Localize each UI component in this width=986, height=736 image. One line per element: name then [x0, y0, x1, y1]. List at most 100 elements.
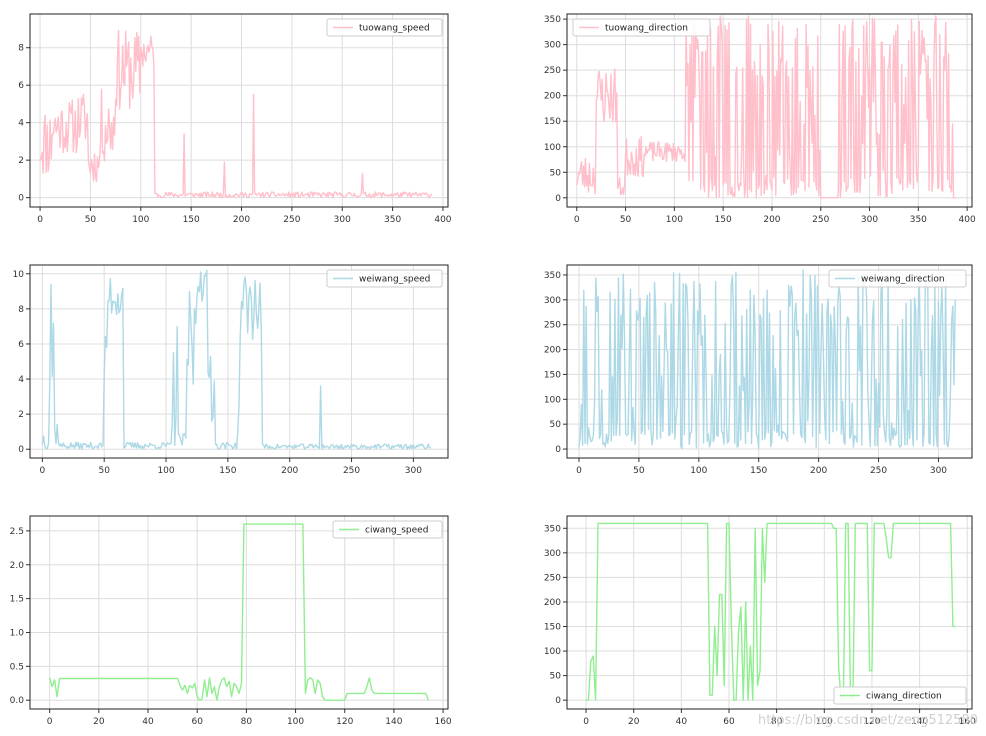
- x-tick-label: 60: [723, 717, 735, 727]
- y-tick-label: 0: [18, 194, 24, 204]
- y-tick-label: 100: [544, 143, 561, 153]
- x-tick-label: 50: [85, 215, 97, 225]
- x-tick-label: 50: [98, 466, 110, 476]
- x-tick-label: 60: [191, 717, 203, 727]
- legend-label: tuowang_speed: [359, 24, 430, 34]
- y-tick-label: 1.0: [10, 628, 25, 638]
- x-tick-label: 140: [911, 717, 928, 727]
- legend: ciwang_direction: [833, 686, 967, 705]
- x-tick-label: 200: [281, 466, 298, 476]
- x-tick-label: 160: [959, 717, 976, 727]
- y-tick-label: 250: [544, 573, 561, 583]
- y-tick-label: 50: [550, 420, 562, 430]
- y-tick-label: 0: [555, 194, 561, 204]
- y-tick-label: 8: [18, 305, 24, 315]
- series-line-ciwang_speed: [49, 523, 429, 701]
- y-tick-label: 350: [544, 15, 561, 25]
- x-tick-label: 0: [576, 466, 582, 476]
- legend-label: ciwang_speed: [365, 526, 428, 536]
- y-tick-label: 6: [18, 81, 24, 91]
- y-tick-label: 4: [18, 119, 24, 129]
- x-tick-label: 300: [405, 466, 422, 476]
- plot-frame: [29, 515, 449, 710]
- x-tick-label: 350: [910, 215, 927, 225]
- x-tick-label: 20: [628, 717, 640, 727]
- x-tick-label: 100: [690, 466, 707, 476]
- x-tick-label: 300: [334, 215, 351, 225]
- legend-label: ciwang_direction: [866, 692, 942, 702]
- chart-panel-5: 0 20 40 60 80 100 120 140 160 0.0 0.5 1.0 1.5 2.0 2.5 c…: [10, 515, 452, 727]
- y-tick-label: 150: [544, 117, 561, 127]
- y-tick-label: 6: [18, 340, 24, 350]
- x-tick-label: 150: [183, 215, 200, 225]
- x-tick-label: 200: [763, 215, 780, 225]
- y-tick-label: 0.0: [10, 696, 25, 706]
- y-tick-label: 2.5: [10, 527, 24, 537]
- y-tick-label: 100: [544, 395, 561, 405]
- y-tick-label: 200: [544, 598, 561, 608]
- x-tick-label: 20: [93, 717, 105, 727]
- y-tick-label: 0: [18, 445, 24, 455]
- y-tick-label: 50: [550, 168, 562, 178]
- x-tick-label: 50: [620, 215, 632, 225]
- legend-label: weiwang_direction: [861, 275, 945, 285]
- x-tick-label: 160: [434, 717, 451, 727]
- y-tick-label: 10: [13, 270, 25, 280]
- x-tick-label: 250: [812, 215, 829, 225]
- x-tick-label: 250: [870, 466, 887, 476]
- x-tick-label: 80: [241, 717, 253, 727]
- x-tick-label: 400: [434, 215, 451, 225]
- x-tick-label: 250: [343, 466, 360, 476]
- y-tick-label: 2.0: [10, 561, 25, 571]
- x-tick-label: 0: [583, 717, 589, 727]
- series-line-weiwang_speed: [41, 269, 431, 450]
- x-tick-label: 150: [219, 466, 236, 476]
- series-line-weiwang_direction: [578, 269, 956, 450]
- plot-frame: [566, 264, 973, 459]
- series-line-ciwang_direction: [586, 522, 956, 701]
- legend: tuowang_speed: [326, 18, 443, 37]
- chart-panel-4: 0 50 100 150 200 250 300 0 50 100 150 200 250 300 350 w…: [544, 264, 973, 476]
- legend: tuowang_direction: [572, 18, 711, 37]
- series-line-tuowang_speed: [39, 29, 433, 199]
- x-tick-label: 0: [39, 466, 45, 476]
- x-tick-label: 120: [863, 717, 880, 727]
- x-tick-label: 150: [750, 466, 767, 476]
- x-tick-label: 0: [574, 215, 580, 225]
- plot-frame: [29, 13, 449, 208]
- x-tick-label: 40: [142, 717, 154, 727]
- x-tick-label: 300: [861, 215, 878, 225]
- chart-panel-2: 0 50 100 150 200 250 300 350 400 0 50 100 150 200 250 3…: [544, 13, 976, 225]
- x-tick-label: 120: [336, 717, 353, 727]
- x-tick-label: 400: [959, 215, 976, 225]
- x-tick-label: 100: [132, 215, 149, 225]
- legend: weiwang_direction: [828, 269, 967, 288]
- x-tick-label: 100: [816, 717, 833, 727]
- legend: weiwang_speed: [326, 269, 443, 288]
- legend-label: tuowang_direction: [605, 24, 688, 34]
- y-tick-label: 0: [555, 445, 561, 455]
- plot-frame: [566, 515, 973, 710]
- x-tick-label: 200: [810, 466, 827, 476]
- y-tick-label: 8: [18, 44, 24, 54]
- chart-panel-1: 0 50 100 150 200 250 300 350 400 0 2 4 6 8 tuowang_spe…: [18, 13, 452, 225]
- y-tick-label: 250: [544, 321, 561, 331]
- x-tick-label: 0: [47, 717, 53, 727]
- y-tick-label: 0: [555, 696, 561, 706]
- x-tick-label: 300: [930, 466, 947, 476]
- y-tick-label: 350: [544, 271, 561, 281]
- plot-frame: [566, 13, 973, 208]
- x-tick-label: 100: [157, 466, 174, 476]
- y-tick-label: 300: [544, 296, 561, 306]
- x-tick-label: 200: [233, 215, 250, 225]
- legend-box: [326, 269, 443, 288]
- plot-frame: [29, 264, 449, 459]
- y-tick-label: 300: [544, 549, 561, 559]
- legend-label: weiwang_speed: [359, 275, 430, 285]
- y-tick-label: 2: [18, 156, 24, 166]
- x-tick-label: 250: [283, 215, 300, 225]
- legend-box: [332, 520, 443, 539]
- chart-panel-6: 0 20 40 60 80 100 120 140 160 0 50 100 150 200 250 300 3…: [544, 515, 976, 727]
- x-tick-label: 100: [666, 215, 683, 225]
- legend-box: [326, 18, 443, 37]
